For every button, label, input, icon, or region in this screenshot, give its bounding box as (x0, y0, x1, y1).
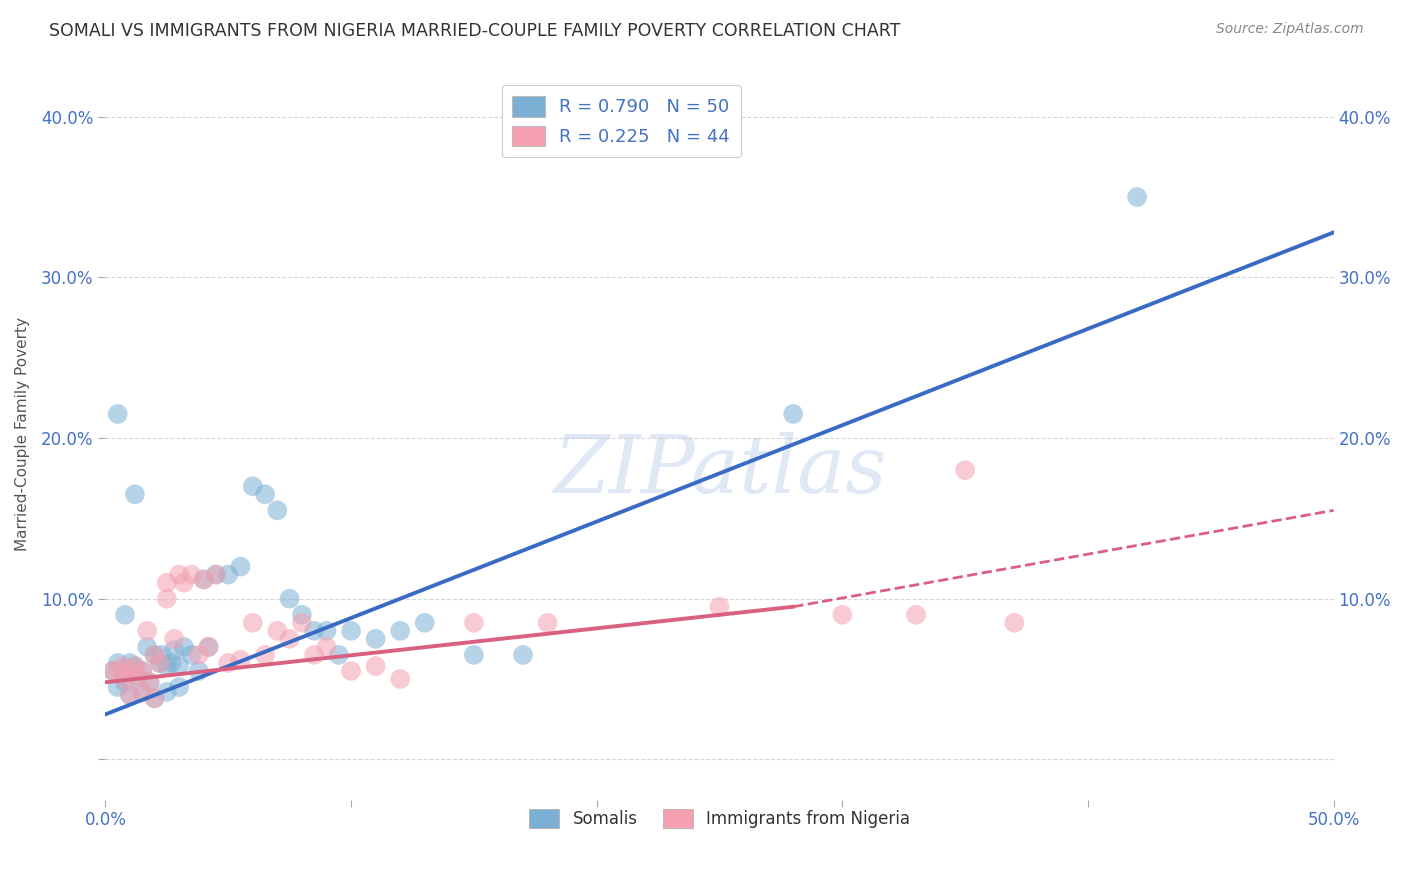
Point (536, 615, 558, 630)
Point (197, 640, 219, 654)
Point (340, 624, 363, 638)
Point (340, 664, 363, 678)
Point (254, 487, 277, 501)
Point (107, 656, 129, 670)
Point (114, 672, 136, 686)
Point (709, 599, 731, 614)
Point (173, 575, 195, 590)
Point (463, 615, 485, 630)
Point (205, 567, 228, 582)
Point (156, 591, 179, 606)
Point (167, 659, 190, 673)
Point (266, 624, 288, 638)
Point (101, 664, 124, 678)
Point (163, 643, 186, 657)
Point (173, 640, 195, 654)
Point (127, 669, 149, 683)
Point (1002, 615, 1025, 630)
Point (512, 648, 534, 662)
Point (156, 685, 179, 699)
Point (180, 567, 202, 582)
Point (124, 487, 146, 501)
Point (136, 624, 159, 638)
Point (953, 463, 976, 477)
Point (364, 659, 387, 673)
Point (131, 664, 153, 678)
Text: Source: ZipAtlas.com: Source: ZipAtlas.com (1216, 22, 1364, 37)
Point (118, 656, 141, 670)
Point (143, 648, 166, 662)
Point (905, 607, 928, 622)
Point (101, 664, 124, 678)
Point (143, 691, 166, 706)
Point (107, 407, 129, 421)
Point (831, 607, 853, 622)
Point (278, 632, 301, 646)
Point (150, 648, 173, 662)
Point (107, 680, 129, 694)
Legend: Somalis, Immigrants from Nigeria: Somalis, Immigrants from Nigeria (523, 803, 917, 835)
Point (138, 675, 160, 690)
Point (389, 624, 412, 638)
Point (463, 648, 485, 662)
Point (148, 656, 170, 670)
Point (167, 680, 190, 694)
Point (229, 653, 252, 667)
Point (229, 559, 252, 574)
Point (143, 648, 166, 662)
Point (118, 688, 141, 702)
Point (217, 656, 239, 670)
Point (187, 648, 209, 662)
Point (782, 407, 804, 421)
Point (193, 573, 215, 587)
Point (131, 685, 153, 699)
Point (413, 615, 436, 630)
Point (107, 664, 129, 678)
Point (114, 607, 136, 622)
Point (302, 648, 325, 662)
Point (328, 648, 350, 662)
Point (197, 640, 219, 654)
Point (315, 640, 337, 654)
Point (114, 675, 136, 690)
Point (364, 632, 387, 646)
Point (315, 624, 337, 638)
Point (124, 659, 146, 673)
Point (291, 607, 314, 622)
Point (156, 659, 179, 673)
Point (180, 648, 202, 662)
Point (160, 656, 183, 670)
Point (118, 688, 141, 702)
Point (291, 615, 314, 630)
Point (156, 575, 179, 590)
Text: ZIPatlas: ZIPatlas (553, 432, 886, 509)
Point (131, 664, 153, 678)
Point (187, 664, 209, 678)
Point (242, 479, 264, 493)
Point (163, 632, 186, 646)
Point (143, 691, 166, 706)
Point (111, 659, 134, 673)
Point (136, 640, 159, 654)
Point (254, 648, 277, 662)
Point (205, 567, 228, 582)
Point (302, 624, 325, 638)
Point (127, 669, 149, 683)
Point (278, 591, 301, 606)
Point (148, 656, 170, 670)
Point (118, 664, 141, 678)
Point (111, 664, 134, 678)
Point (138, 675, 160, 690)
Point (131, 685, 153, 699)
Point (242, 615, 264, 630)
Point (193, 573, 215, 587)
Point (124, 659, 146, 673)
Text: SOMALI VS IMMIGRANTS FROM NIGERIA MARRIED-COUPLE FAMILY POVERTY CORRELATION CHAR: SOMALI VS IMMIGRANTS FROM NIGERIA MARRIE… (49, 22, 901, 40)
Point (389, 672, 412, 686)
Point (167, 567, 190, 582)
Point (1126, 190, 1149, 204)
Point (266, 503, 288, 517)
Point (217, 567, 239, 582)
Y-axis label: Married-Couple Family Poverty: Married-Couple Family Poverty (15, 317, 30, 551)
